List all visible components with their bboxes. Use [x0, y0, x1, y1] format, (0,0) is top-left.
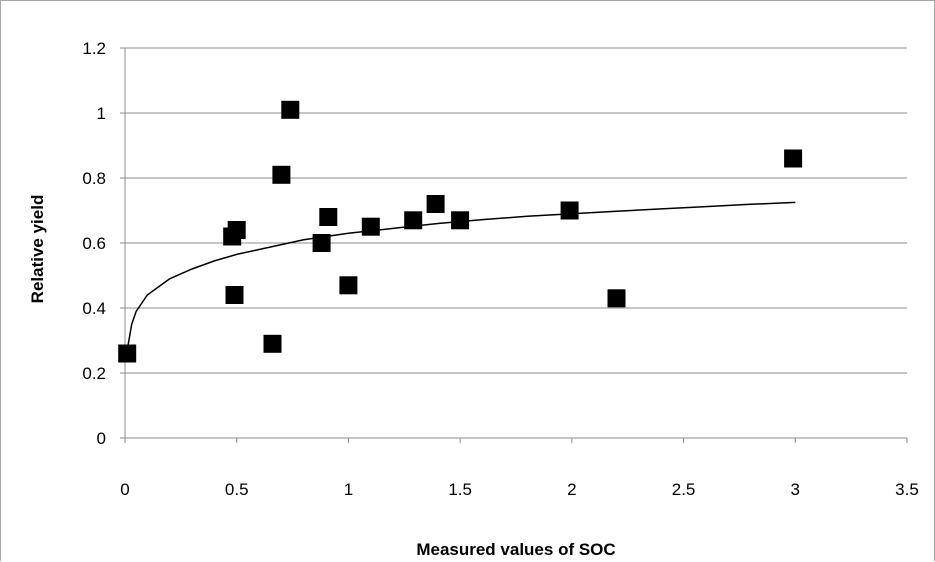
- y-tick-label: 0.2: [82, 364, 106, 383]
- data-point: [272, 165, 291, 184]
- data-point: [560, 201, 579, 220]
- y-tick-label: 0.6: [82, 234, 106, 253]
- data-point: [451, 211, 470, 230]
- point-layer: [118, 100, 803, 363]
- trendline: [126, 201, 796, 351]
- axis-layer: [120, 47, 908, 443]
- label-layer: 0 0.2 0.4 0.6 0.8 1 1.2 0 0.5 1 1.5 2 2.5 3 3.5: [82, 39, 918, 499]
- x-tick-label: 2.5: [672, 480, 696, 499]
- x-tick-label: 1.5: [448, 480, 472, 499]
- y-tick-label: 1: [97, 104, 106, 123]
- data-point: [426, 195, 445, 213]
- trendline-layer: [126, 201, 796, 351]
- x-tick-label: 0: [120, 480, 129, 499]
- data-point: [225, 286, 244, 304]
- data-point: [227, 221, 246, 239]
- y-tick-label: 1.2: [82, 39, 106, 58]
- data-point: [361, 217, 380, 236]
- data-point: [281, 100, 300, 119]
- data-point: [784, 149, 803, 168]
- data-point: [312, 234, 331, 252]
- y-tick-label: 0: [97, 429, 106, 448]
- x-tick-label: 1: [344, 480, 353, 499]
- x-tick-label: 0.5: [225, 480, 249, 499]
- data-point: [118, 344, 137, 363]
- x-tick-label: 3.5: [895, 480, 919, 499]
- data-point: [319, 208, 338, 226]
- data-point: [404, 211, 423, 230]
- data-point: [607, 289, 626, 308]
- x-axis-title: Measured values of SOC: [416, 540, 615, 559]
- data-point: [263, 334, 282, 353]
- y-tick-label: 0.4: [82, 299, 106, 318]
- x-tick-label: 2: [567, 480, 576, 499]
- data-point: [339, 276, 358, 295]
- grid-layer: [125, 47, 907, 374]
- x-tick-label: 3: [791, 480, 800, 499]
- y-tick-label: 0.8: [82, 169, 106, 188]
- y-axis-title: Relative yield: [28, 195, 47, 304]
